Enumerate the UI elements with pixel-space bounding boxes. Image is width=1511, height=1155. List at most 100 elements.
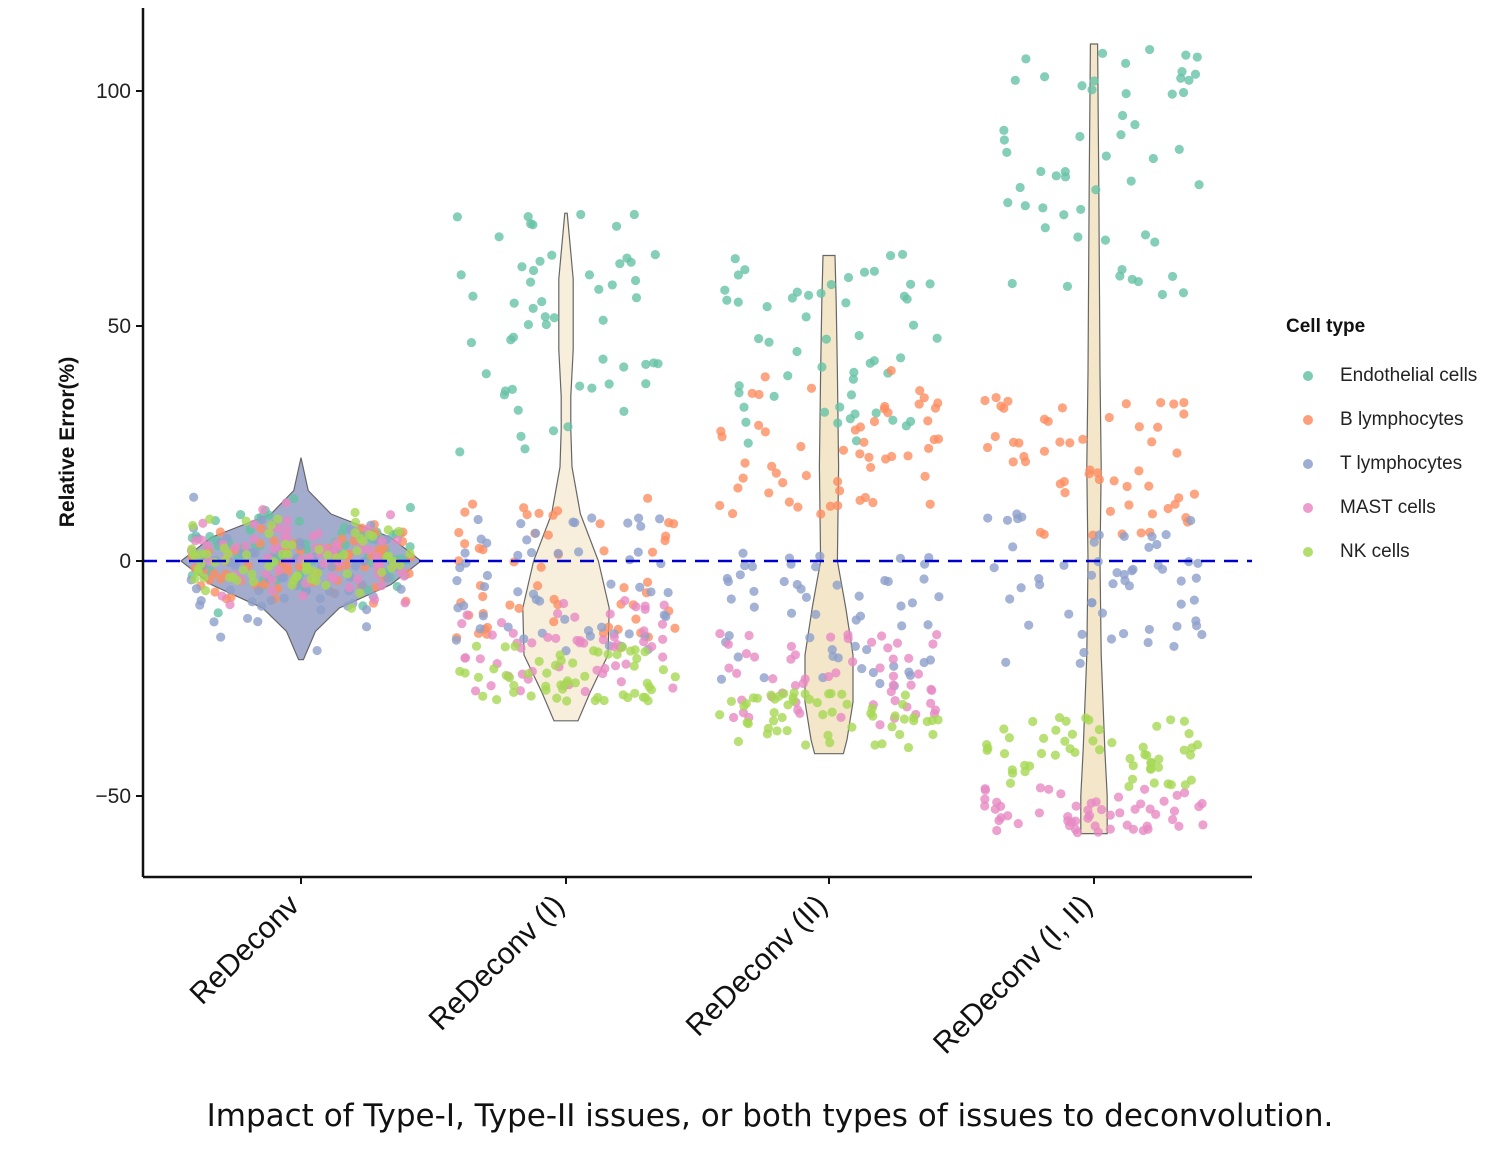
- point-b-lymphocytes: [716, 426, 726, 436]
- point-b-lymphocytes: [482, 622, 493, 633]
- point-mast-cells: [1035, 783, 1046, 793]
- point-endothelial-cells: [1167, 271, 1178, 282]
- point-endothelial-cells: [730, 254, 740, 264]
- point-mast-cells: [990, 804, 1000, 814]
- point-nk-cells: [1051, 725, 1061, 735]
- point-b-lymphocytes: [1136, 528, 1146, 538]
- point-t-lymphocytes: [779, 576, 789, 587]
- point-endothelial-cells: [507, 384, 517, 394]
- point-endothelial-cells: [1184, 75, 1194, 85]
- point-t-lymphocytes: [1193, 558, 1203, 568]
- point-nk-cells: [603, 649, 613, 659]
- point-t-lymphocytes: [570, 517, 580, 528]
- point-b-lymphocytes: [661, 531, 671, 541]
- point-b-lymphocytes: [806, 383, 817, 393]
- point-t-lymphocytes: [452, 576, 462, 586]
- point-mast-cells: [888, 654, 898, 664]
- point-t-lymphocytes: [854, 591, 864, 601]
- point-endothelial-cells: [537, 297, 547, 307]
- point-endothelial-cells: [594, 284, 604, 294]
- point-mast-cells: [353, 574, 363, 584]
- point-nk-cells: [238, 565, 249, 575]
- point-nk-cells: [818, 709, 828, 720]
- point-mast-cells: [558, 598, 569, 609]
- point-mast-cells: [886, 687, 896, 697]
- point-endothelial-cells: [1036, 166, 1046, 177]
- point-endothelial-cells: [1130, 120, 1140, 130]
- point-b-lymphocytes: [1174, 493, 1184, 503]
- point-nk-cells: [800, 689, 810, 699]
- point-b-lymphocytes: [210, 587, 220, 597]
- point-endothelial-cells: [871, 408, 881, 418]
- point-nk-cells: [1128, 761, 1138, 771]
- point-endothelial-cells: [1015, 182, 1025, 193]
- point-t-lymphocytes: [475, 624, 485, 634]
- point-t-lymphocytes: [850, 641, 860, 651]
- point-t-lymphocytes: [606, 579, 616, 589]
- point-t-lymphocytes: [216, 632, 226, 642]
- point-nk-cells: [542, 668, 552, 678]
- point-b-lymphocytes: [835, 486, 845, 496]
- point-endothelial-cells: [885, 251, 896, 261]
- point-t-lymphocytes: [482, 570, 493, 581]
- point-b-lymphocytes: [864, 452, 874, 462]
- point-nk-cells: [590, 695, 600, 706]
- point-b-lymphocytes: [1134, 422, 1144, 432]
- point-t-lymphocytes: [242, 613, 253, 624]
- point-t-lymphocytes: [1086, 570, 1097, 580]
- point-mast-cells: [875, 663, 885, 673]
- point-t-lymphocytes: [459, 601, 469, 611]
- point-nk-cells: [395, 560, 405, 570]
- point-mast-cells: [926, 684, 936, 694]
- point-b-lymphocytes: [996, 401, 1006, 411]
- point-nk-cells: [523, 669, 533, 679]
- point-t-lymphocytes: [1001, 657, 1011, 667]
- point-t-lymphocytes: [1089, 537, 1099, 547]
- point-b-lymphocytes: [374, 544, 384, 555]
- point-endothelial-cells: [1075, 131, 1085, 142]
- point-nk-cells: [752, 693, 762, 703]
- point-endothelial-cells: [1117, 110, 1128, 121]
- point-nk-cells: [837, 689, 847, 699]
- point-mast-cells: [400, 598, 410, 608]
- point-t-lymphocytes: [1157, 564, 1168, 574]
- point-mast-cells: [724, 663, 734, 673]
- point-nk-cells: [190, 574, 200, 584]
- point-mast-cells: [202, 541, 212, 551]
- point-nk-cells: [1060, 736, 1070, 746]
- point-t-lymphocytes: [934, 592, 944, 602]
- point-nk-cells: [202, 549, 212, 559]
- point-nk-cells: [394, 526, 404, 537]
- point-t-lymphocytes: [897, 621, 907, 631]
- point-mast-cells: [639, 626, 649, 636]
- point-t-lymphocytes: [191, 584, 202, 594]
- point-b-lymphocytes: [1144, 481, 1154, 491]
- point-t-lymphocytes: [636, 521, 646, 531]
- point-nk-cells: [1088, 736, 1098, 746]
- point-t-lymphocytes: [625, 555, 635, 565]
- point-mast-cells: [1070, 824, 1081, 834]
- point-t-lymphocytes: [1189, 595, 1199, 605]
- point-t-lymphocytes: [654, 514, 665, 524]
- point-b-lymphocytes: [467, 499, 478, 509]
- point-mast-cells: [344, 582, 354, 593]
- point-nk-cells: [321, 580, 331, 590]
- point-b-lymphocytes: [1156, 397, 1166, 408]
- point-mast-cells: [198, 518, 208, 528]
- point-t-lymphocytes: [254, 586, 264, 596]
- point-endothelial-cells: [563, 422, 573, 432]
- point-b-lymphocytes: [1134, 466, 1144, 476]
- point-endothelial-cells: [540, 312, 550, 322]
- point-b-lymphocytes: [923, 416, 933, 426]
- point-mast-cells: [496, 618, 507, 628]
- point-endothelial-cells: [289, 494, 299, 504]
- point-nk-cells: [1192, 740, 1203, 750]
- point-endothelial-cells: [626, 257, 636, 267]
- point-t-lymphocytes: [482, 538, 492, 548]
- point-nk-cells: [509, 687, 519, 698]
- point-nk-cells: [1124, 781, 1134, 792]
- point-endothelial-cells: [548, 426, 559, 436]
- point-b-lymphocytes: [505, 600, 515, 610]
- point-endothelial-cells: [641, 359, 651, 369]
- y-tick-label: 50: [108, 315, 131, 338]
